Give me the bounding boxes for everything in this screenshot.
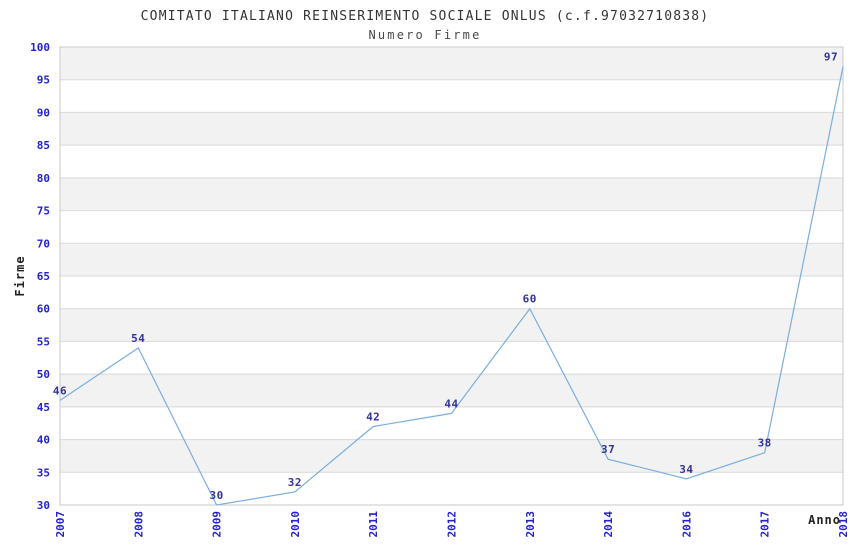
y-tick-label: 95 <box>37 74 50 87</box>
x-tick-label: 2018 <box>837 511 850 538</box>
y-tick-label: 65 <box>37 270 50 283</box>
y-tick-label: 100 <box>30 41 50 54</box>
plot-band <box>60 177 843 211</box>
x-tick-label: 2012 <box>446 511 459 538</box>
x-tick-label: 2010 <box>289 511 302 538</box>
point-label: 38 <box>758 437 772 450</box>
x-tick-label: 2017 <box>759 511 772 538</box>
y-tick-label: 85 <box>37 139 50 152</box>
y-tick-label: 35 <box>37 466 50 479</box>
y-axis-title: Firme <box>13 255 27 296</box>
point-label: 44 <box>444 397 458 410</box>
point-label: 34 <box>679 463 693 476</box>
plot-band <box>60 472 843 505</box>
x-tick-label: 2008 <box>132 511 145 538</box>
y-tick-label: 80 <box>37 172 50 185</box>
y-tick-label: 30 <box>37 499 50 512</box>
point-label: 30 <box>209 489 223 502</box>
point-label: 42 <box>366 410 380 423</box>
y-tick-label: 70 <box>37 237 50 250</box>
plot-band <box>60 374 843 407</box>
y-tick-label: 50 <box>37 368 50 381</box>
plot-band <box>60 406 843 440</box>
y-tick-label: 55 <box>37 335 50 348</box>
y-tick-label: 40 <box>37 434 50 447</box>
plot-band <box>60 439 843 473</box>
chart-title: COMITATO ITALIANO REINSERIMENTO SOCIALE … <box>141 9 710 24</box>
series-line <box>59 66 844 506</box>
x-axis-title: Anno <box>808 513 841 527</box>
plot-band <box>60 341 843 375</box>
x-tick-label: 2016 <box>680 511 693 538</box>
point-label: 97 <box>824 51 838 64</box>
y-tick-label: 75 <box>37 205 50 218</box>
point-label: 60 <box>523 293 537 306</box>
point-label: 37 <box>601 443 615 456</box>
point-label: 46 <box>53 384 67 397</box>
plot-band <box>60 47 843 80</box>
x-tick-label: 2007 <box>54 511 67 538</box>
y-tick-label: 60 <box>37 303 50 316</box>
plot-band <box>60 145 843 178</box>
y-tick-label: 45 <box>37 401 50 414</box>
plot-band <box>60 308 843 342</box>
x-tick-label: 2013 <box>524 511 537 538</box>
plot-area: 30 35 40 45 50 55 60 65 70 75 80 85 90 95 100 2007 2008 2… <box>30 41 850 538</box>
plot-band <box>60 243 843 276</box>
x-tick-label: 2009 <box>211 511 224 538</box>
point-label: 32 <box>288 476 302 489</box>
plot-border <box>59 46 844 506</box>
point-label: 54 <box>131 332 145 345</box>
y-tick-label: 90 <box>37 106 50 119</box>
plot-band <box>60 112 843 146</box>
chart-subtitle: Numero Firme <box>368 28 481 42</box>
x-tick-label: 2011 <box>367 511 380 538</box>
plot-band <box>60 79 843 113</box>
plot-band <box>60 276 843 309</box>
plot-band <box>60 210 843 244</box>
x-tick-label: 2014 <box>602 511 615 538</box>
